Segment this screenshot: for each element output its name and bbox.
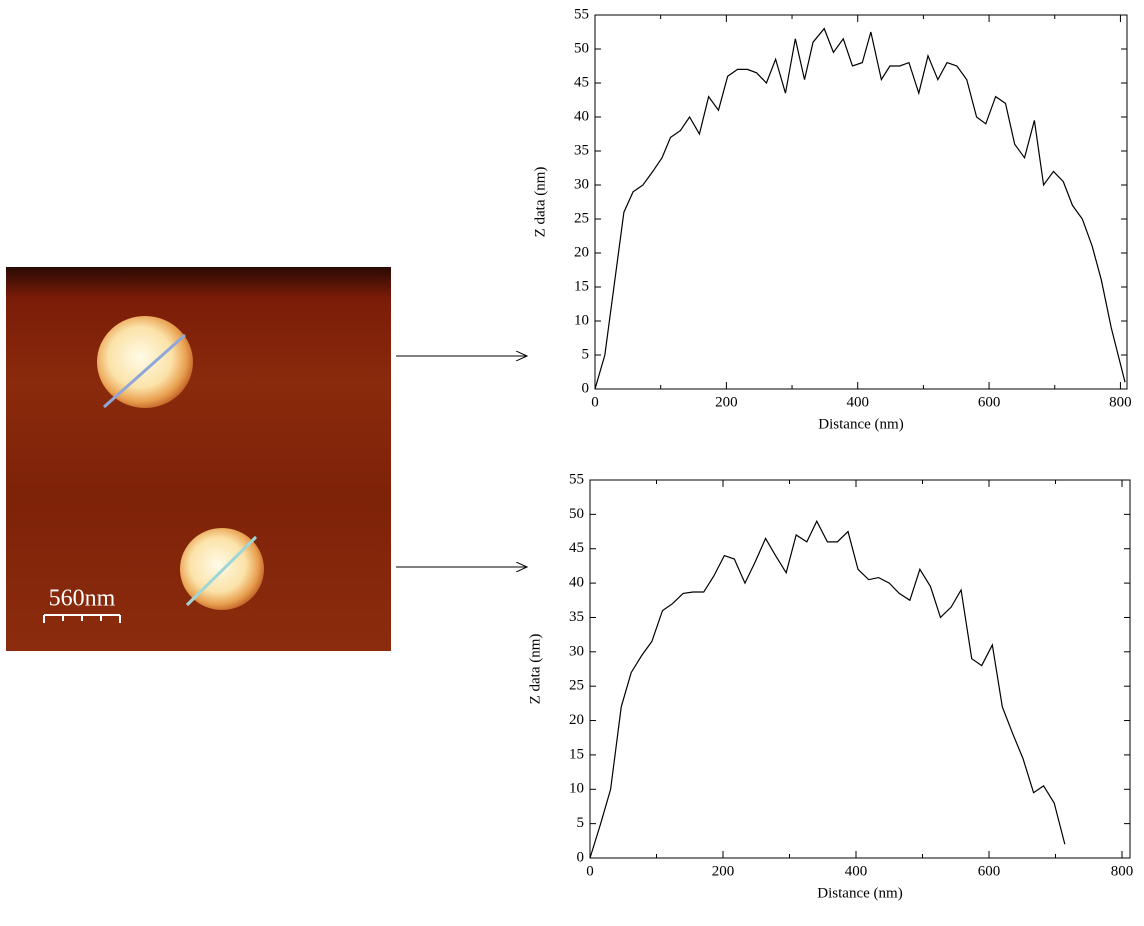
y-tick-label: 10 <box>574 312 589 328</box>
y-tick-label: 35 <box>569 609 584 625</box>
x-tick-label: 800 <box>1111 863 1134 879</box>
y-axis-label: Z data (nm) <box>532 167 548 238</box>
y-tick-label: 35 <box>574 142 589 158</box>
x-tick-label: 800 <box>1109 394 1132 410</box>
y-tick-label: 55 <box>569 471 584 487</box>
x-tick-label: 400 <box>846 394 869 410</box>
y-tick-label: 20 <box>569 712 584 728</box>
y-tick-label: 55 <box>574 6 589 22</box>
x-tick-label: 200 <box>715 394 738 410</box>
y-tick-label: 50 <box>569 506 584 522</box>
x-tick-label: 400 <box>845 863 868 879</box>
y-tick-label: 25 <box>574 210 589 226</box>
y-tick-label: 15 <box>569 746 584 762</box>
y-tick-label: 50 <box>574 40 589 56</box>
scale-label: 560nm <box>49 586 116 612</box>
x-tick-label: 0 <box>586 863 594 879</box>
afm-image: 560nm <box>6 267 391 651</box>
y-tick-label: 30 <box>569 643 584 659</box>
y-tick-label: 40 <box>574 108 589 124</box>
x-axis-label: Distance (nm) <box>818 416 903 432</box>
plot-frame <box>589 479 1131 859</box>
y-tick-label: 0 <box>577 849 585 865</box>
x-tick-label: 600 <box>978 394 1001 410</box>
x-tick-label: 0 <box>591 394 599 410</box>
y-tick-label: 30 <box>574 176 589 192</box>
y-tick-label: 5 <box>577 815 585 831</box>
y-tick-label: 15 <box>574 278 589 294</box>
data-line <box>594 27 1126 390</box>
y-tick-label: 25 <box>569 678 584 694</box>
x-tick-label: 600 <box>978 863 1001 879</box>
y-tick-label: 20 <box>574 244 589 260</box>
y-tick-label: 10 <box>569 781 584 797</box>
y-tick-label: 5 <box>582 346 590 362</box>
y-tick-label: 40 <box>569 575 584 591</box>
y-tick-label: 0 <box>582 380 590 396</box>
x-axis-label: Distance (nm) <box>817 885 902 901</box>
plot-frame <box>594 14 1128 390</box>
x-tick-label: 200 <box>712 863 735 879</box>
data-line <box>589 519 1066 859</box>
y-axis-label: Z data (nm) <box>527 634 543 705</box>
y-tick-label: 45 <box>574 74 589 90</box>
y-tick-label: 45 <box>569 540 584 556</box>
